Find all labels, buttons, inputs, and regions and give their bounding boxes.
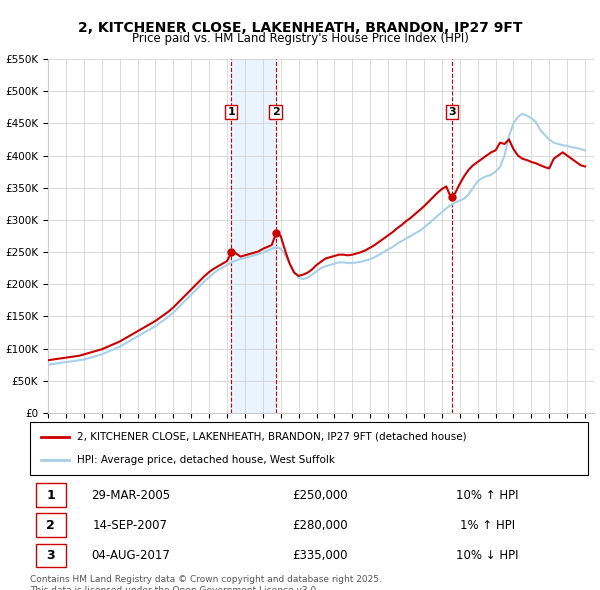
FancyBboxPatch shape (35, 543, 66, 568)
Text: 2: 2 (46, 519, 55, 532)
Text: 1: 1 (227, 107, 235, 117)
Text: 2, KITCHENER CLOSE, LAKENHEATH, BRANDON, IP27 9FT (detached house): 2, KITCHENER CLOSE, LAKENHEATH, BRANDON,… (77, 432, 467, 442)
Text: £250,000: £250,000 (292, 489, 348, 502)
Text: 14-SEP-2007: 14-SEP-2007 (93, 519, 168, 532)
Text: £335,000: £335,000 (292, 549, 348, 562)
Text: 3: 3 (449, 107, 456, 117)
Text: 04-AUG-2017: 04-AUG-2017 (91, 549, 170, 562)
FancyBboxPatch shape (35, 483, 66, 507)
Text: 10% ↓ HPI: 10% ↓ HPI (457, 549, 519, 562)
Text: Price paid vs. HM Land Registry's House Price Index (HPI): Price paid vs. HM Land Registry's House … (131, 32, 469, 45)
Text: 1% ↑ HPI: 1% ↑ HPI (460, 519, 515, 532)
Bar (232, 59, 275, 413)
Text: 2, KITCHENER CLOSE, LAKENHEATH, BRANDON, IP27 9FT: 2, KITCHENER CLOSE, LAKENHEATH, BRANDON,… (78, 21, 522, 35)
Text: 1: 1 (46, 489, 55, 502)
FancyBboxPatch shape (30, 422, 588, 475)
Text: Contains HM Land Registry data © Crown copyright and database right 2025.
This d: Contains HM Land Registry data © Crown c… (30, 575, 382, 590)
Text: 29-MAR-2005: 29-MAR-2005 (91, 489, 170, 502)
Text: 2: 2 (272, 107, 280, 117)
Text: 3: 3 (46, 549, 55, 562)
Text: 10% ↑ HPI: 10% ↑ HPI (457, 489, 519, 502)
FancyBboxPatch shape (35, 513, 66, 537)
Text: £280,000: £280,000 (292, 519, 348, 532)
Text: HPI: Average price, detached house, West Suffolk: HPI: Average price, detached house, West… (77, 455, 335, 465)
